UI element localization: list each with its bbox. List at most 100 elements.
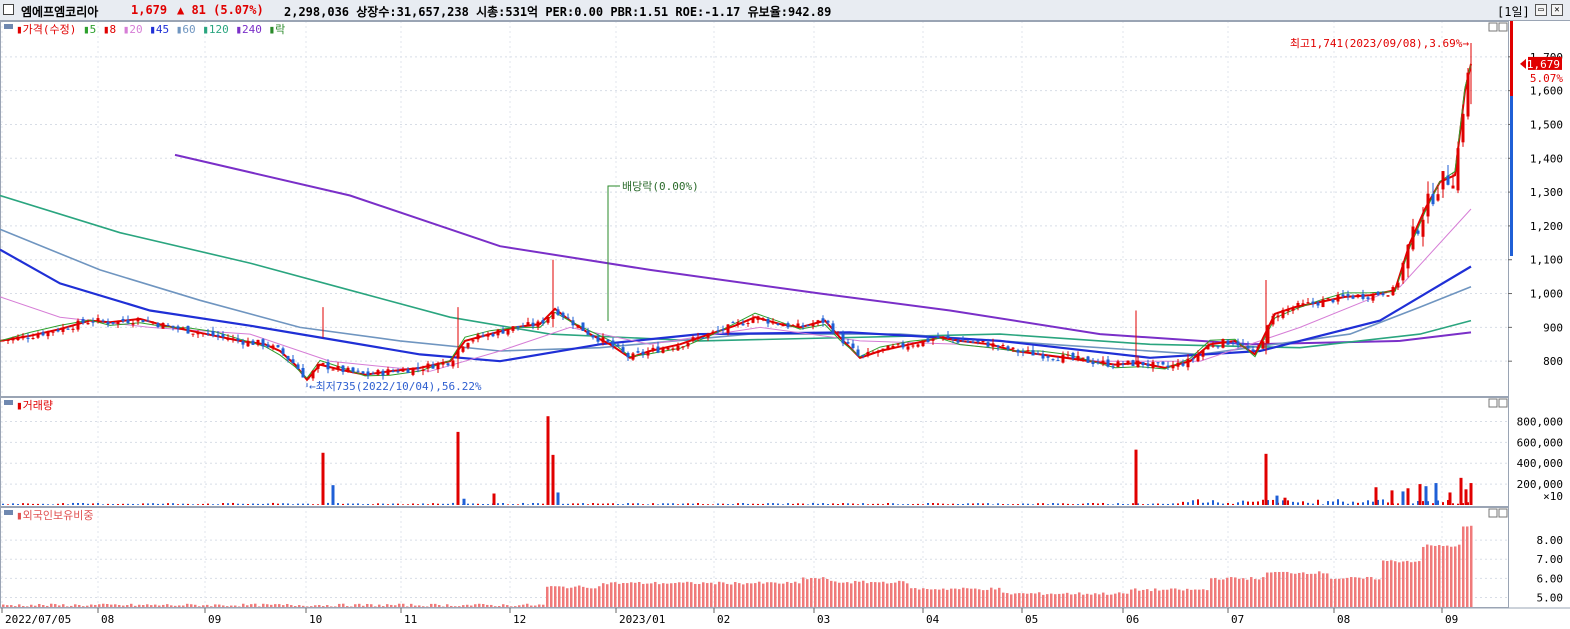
stock-name[interactable]: 엠에프엠코리아 — [21, 5, 99, 19]
foreign-bar — [1218, 579, 1221, 607]
volume-bar — [447, 503, 449, 505]
volume-bar — [1182, 501, 1184, 505]
foreign-bar — [450, 605, 453, 607]
foreign-bar — [566, 588, 569, 607]
y-tick-label: 1,000 — [1530, 288, 1563, 301]
candle-body — [731, 322, 735, 324]
foreign-bar — [1358, 577, 1361, 607]
volume-bar — [1390, 490, 1394, 505]
volume-pane-handle[interactable] — [4, 400, 13, 405]
volume-bar — [42, 503, 44, 505]
candle-body — [556, 309, 560, 315]
foreign-bar — [1062, 593, 1065, 607]
candle-body — [1171, 364, 1175, 369]
candle-body — [1361, 294, 1365, 299]
volume-bar — [1047, 504, 1049, 505]
candle-body — [181, 327, 185, 329]
candle-body — [241, 341, 245, 345]
candle-body — [131, 323, 135, 325]
foreign-bar — [998, 587, 1001, 607]
volume-bar — [67, 504, 69, 505]
volume-bar — [1427, 501, 1429, 505]
foreign-bar — [722, 582, 725, 607]
candle-body — [541, 320, 545, 324]
foreign-bar — [1102, 592, 1105, 607]
candle-body — [341, 365, 345, 372]
foreign-bar — [1014, 593, 1017, 607]
volume-bar — [792, 503, 794, 505]
candle-body — [1271, 315, 1275, 325]
foreign-bar — [750, 583, 753, 607]
candle-body — [1081, 357, 1085, 359]
candle-body — [696, 337, 700, 340]
foreign-bar — [930, 589, 933, 607]
foreign-pane-handle[interactable] — [4, 510, 13, 515]
volume-pane-buttons[interactable] — [1488, 398, 1508, 408]
volume-bar — [652, 503, 654, 505]
volume-bar — [127, 503, 129, 505]
candle-body — [471, 340, 475, 342]
candle-body — [506, 330, 510, 335]
foreign-pane-buttons[interactable] — [1488, 508, 1508, 518]
moving-averages — [0, 63, 1472, 382]
volume-bar — [1372, 501, 1374, 505]
select-checkbox[interactable] — [3, 4, 14, 15]
volume-value: 2,298,036 — [284, 5, 350, 19]
candle-body — [521, 326, 525, 328]
foreign-bar — [306, 606, 309, 607]
foreign-bar — [538, 604, 541, 607]
period-selector[interactable]: [1일] — [1497, 5, 1530, 19]
volume-bar — [1422, 501, 1424, 505]
candle-body — [961, 340, 965, 342]
price-pane-handle[interactable] — [4, 24, 13, 29]
foreign-bar — [1118, 592, 1121, 607]
candle-body — [1381, 293, 1385, 296]
price-pane-buttons[interactable] — [1488, 22, 1508, 32]
volume-bar — [462, 498, 466, 505]
candle-body — [656, 346, 660, 353]
foreign-bar — [934, 589, 937, 607]
y-tick-label: 5.00 — [1537, 591, 1564, 604]
foreign-bar — [758, 581, 761, 607]
volume-bar — [1002, 504, 1004, 505]
volume-bar — [1447, 500, 1449, 505]
ma8-line — [0, 63, 1472, 382]
foreign-bar — [406, 606, 409, 607]
volume-bar — [1297, 502, 1299, 505]
candle-body — [1356, 294, 1360, 298]
foreign-bar — [426, 606, 429, 607]
volume-bar — [331, 485, 335, 505]
restore-icon[interactable]: ▭ — [1535, 4, 1547, 16]
volume-bar — [827, 504, 829, 505]
foreign-bar — [810, 578, 813, 607]
foreign-bar — [574, 586, 577, 607]
volume-bar — [357, 503, 359, 505]
candle-body — [116, 320, 120, 324]
volume-unit: ×10 — [1543, 490, 1563, 503]
foreign-bar — [346, 606, 349, 607]
foreign-bar — [142, 605, 145, 607]
volume-bar — [392, 503, 394, 505]
foreign-bar — [210, 606, 213, 607]
candle-body — [826, 320, 830, 323]
candle-body — [561, 312, 565, 318]
volume-bar — [942, 503, 944, 505]
foreign-bar — [958, 589, 961, 607]
volume-bar — [77, 503, 79, 505]
candle-body — [801, 325, 805, 328]
foreign-bar — [1278, 571, 1281, 607]
foreign-bar — [1142, 589, 1145, 607]
foreign-bar — [486, 604, 489, 607]
volume-bar — [1437, 500, 1439, 505]
candle-body — [1101, 360, 1105, 363]
stock-info: 상장수:31,657,238 시총:531억 PER:0.00 PBR:1.51… — [356, 5, 832, 19]
candle-body — [1231, 342, 1235, 344]
foreign-bar — [1190, 589, 1193, 607]
foreign-bar — [158, 605, 161, 607]
candle-body — [496, 329, 500, 336]
candle-body — [1466, 72, 1470, 117]
close-icon[interactable]: ✕ — [1551, 4, 1563, 16]
current-price-tag — [1528, 56, 1562, 70]
volume-bar — [932, 503, 934, 505]
candle-body — [906, 346, 910, 350]
